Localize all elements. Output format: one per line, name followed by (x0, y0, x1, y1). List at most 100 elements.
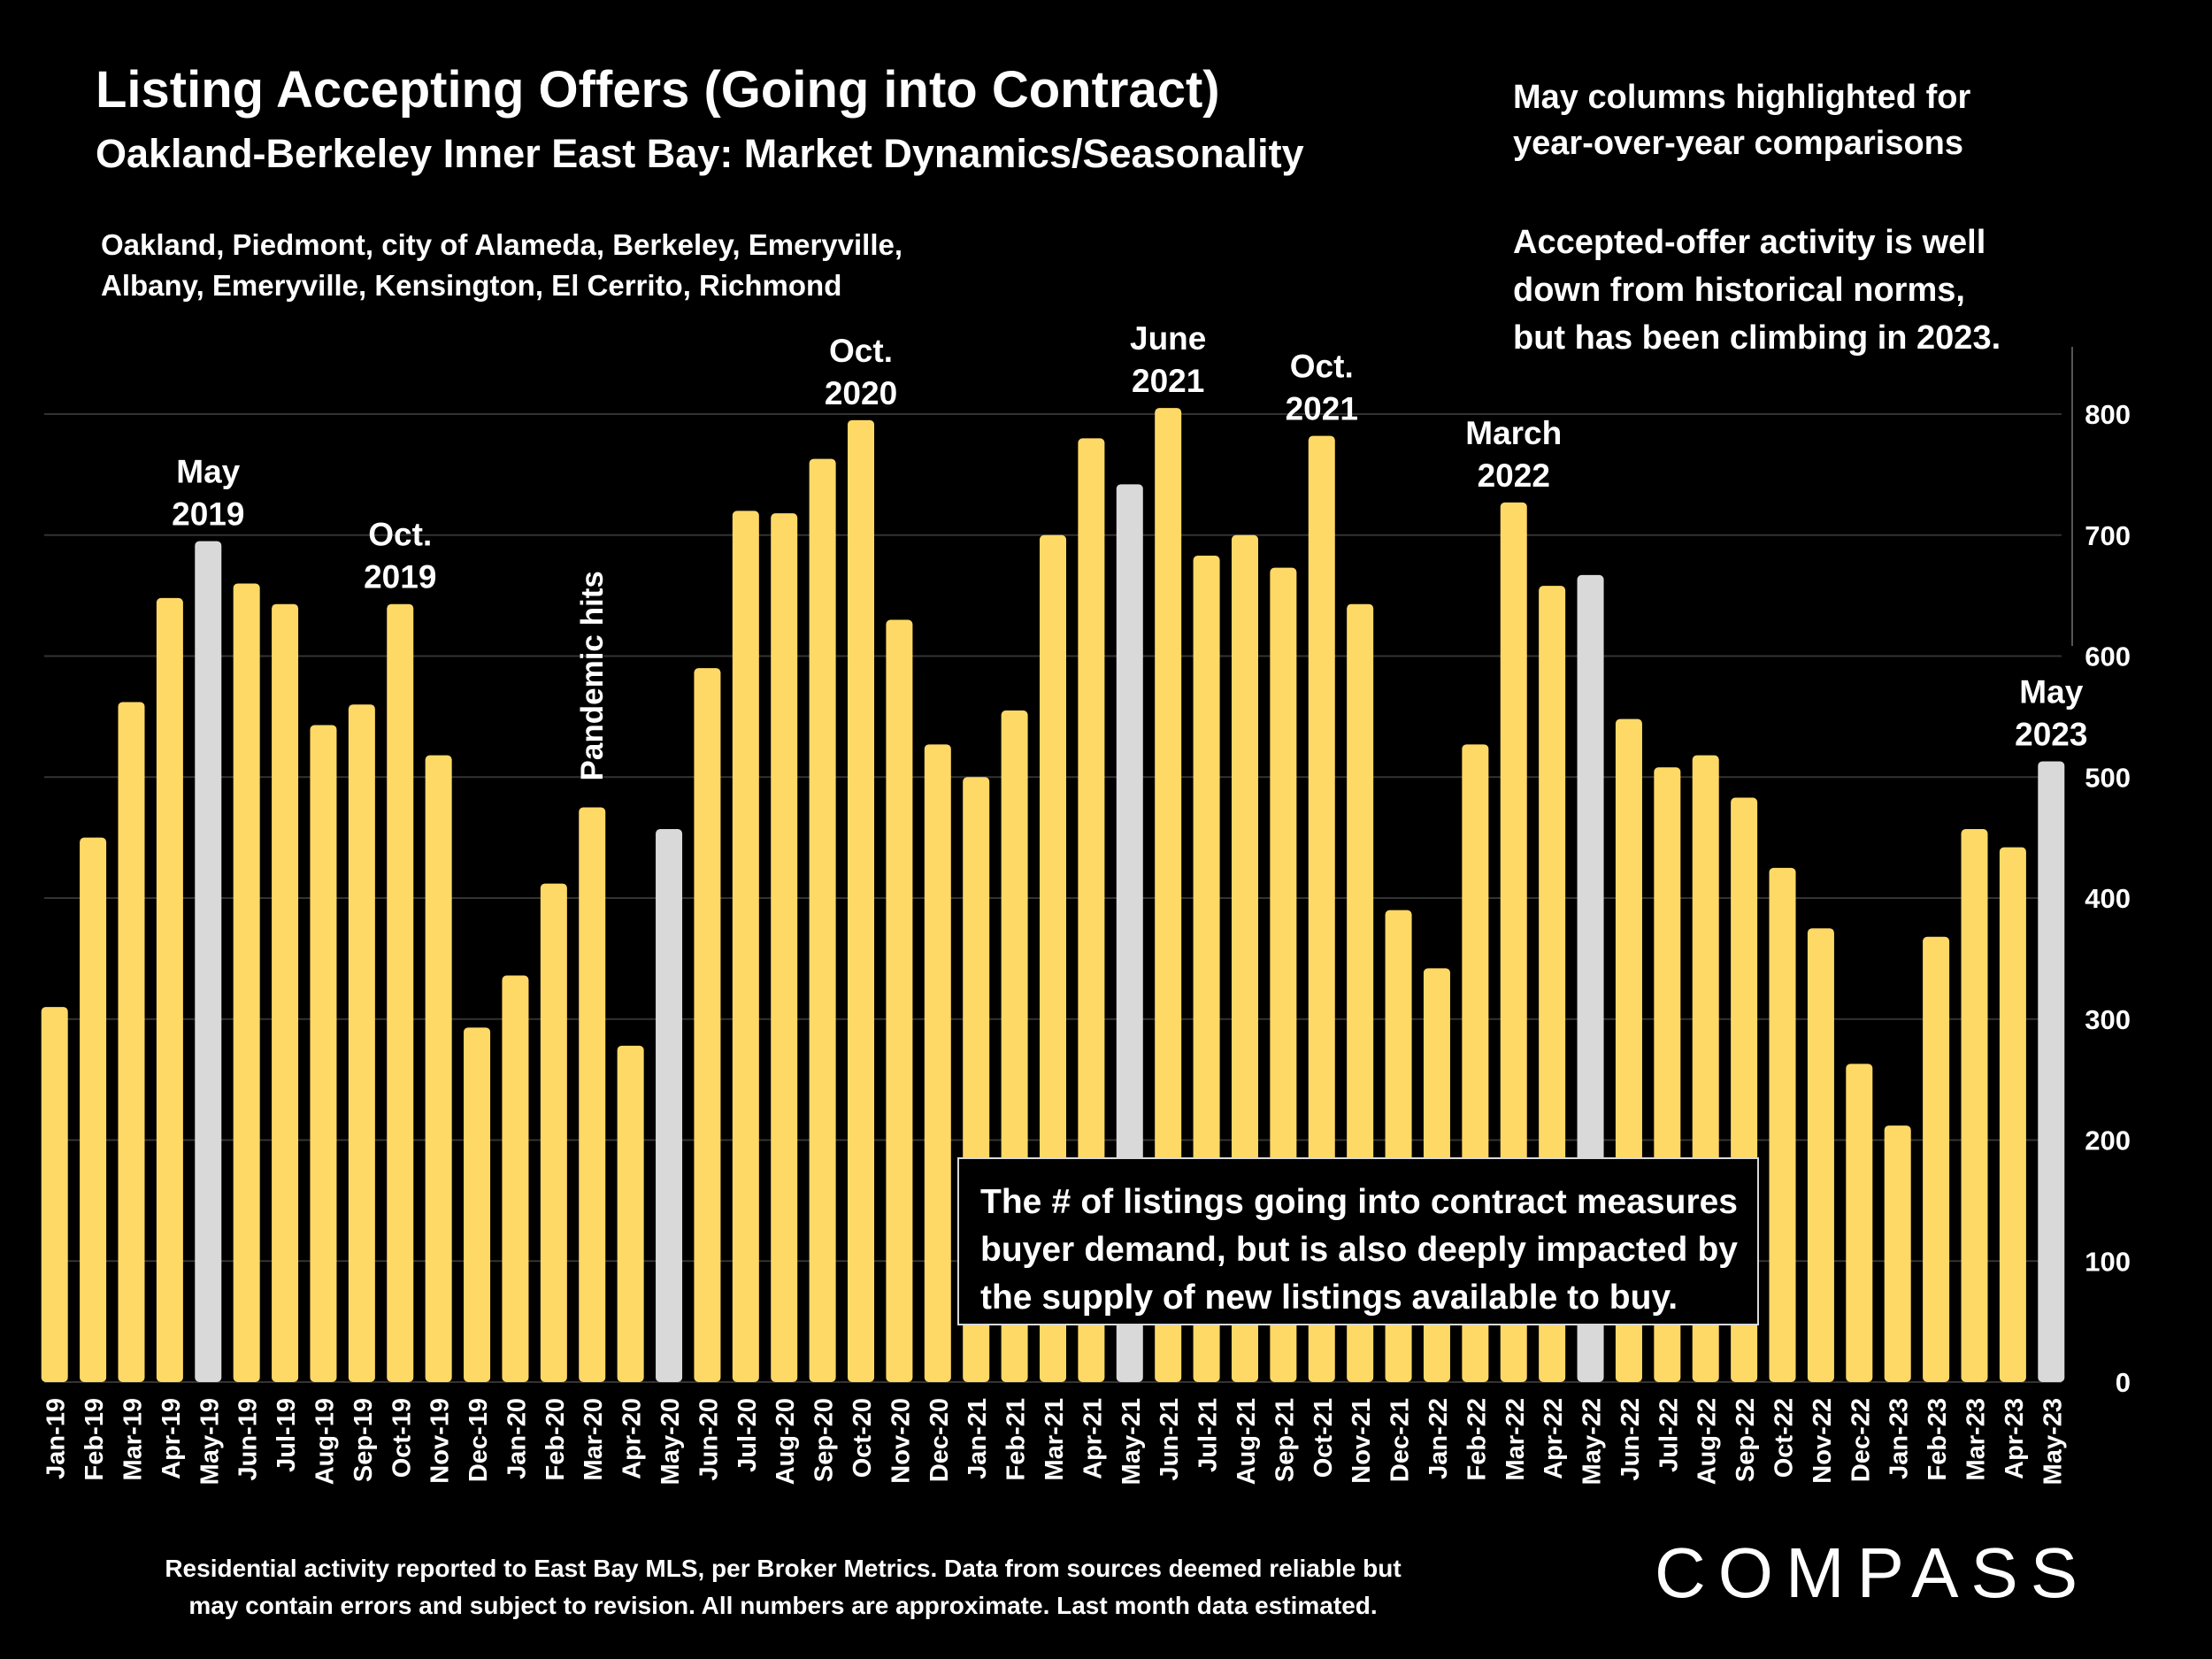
chart-title: Listing Accepting Offers (Going into Con… (96, 61, 1220, 119)
callout-box: The # of listings going into contract me… (957, 1157, 1759, 1325)
annotation-label: 2021 (1286, 391, 1358, 427)
annotation-label: May (176, 454, 240, 490)
bar-Oct-20 (848, 419, 875, 1382)
x-tick-label: Mar-19 (119, 1398, 147, 1481)
bar-Nov-22 (1807, 928, 1834, 1382)
annotation-label: 2021 (1132, 363, 1204, 399)
annotation-label: 2023 (2015, 716, 2087, 752)
x-tick-label: Jan-22 (1425, 1398, 1453, 1479)
bar-Sep-19 (348, 704, 375, 1382)
annotation-label: Oct. (829, 333, 893, 369)
x-tick-label: Dec-20 (926, 1398, 954, 1482)
x-tick-label: Jun-20 (695, 1398, 723, 1480)
bar-Apr-21 (1078, 438, 1105, 1383)
chart-subtitle: Oakland-Berkeley Inner East Bay: Market … (96, 131, 1304, 176)
bar-Apr-23 (1999, 847, 2026, 1382)
source-footnote: Residential activity reported to East Ba… (133, 1550, 1433, 1624)
annotation-label: Pandemic hits (575, 571, 610, 780)
bar-Dec-22 (1846, 1064, 1873, 1382)
x-tick-label: Aug-20 (772, 1398, 800, 1485)
x-tick-label: Jan-20 (503, 1398, 531, 1479)
side-note-2-line-2: down from historical norms, (1513, 272, 1965, 309)
bar-Jun-20 (694, 668, 721, 1382)
x-tick-label: Aug-19 (311, 1398, 339, 1485)
annotation-label: Oct. (1290, 349, 1354, 385)
y-tick-label: 600 (2085, 641, 2131, 672)
y-tick-label: 500 (2085, 762, 2131, 793)
x-tick-labels: Jan-19 Feb-19 Mar-19 Apr-19 May-19 Jun-19 Jul-… (42, 1398, 2068, 1485)
x-tick-label: Dec-19 (465, 1398, 493, 1482)
x-tick-label: Oct-22 (1770, 1398, 1799, 1478)
x-tick-label: Apr-22 (1540, 1398, 1568, 1479)
x-tick-label: May-22 (1578, 1398, 1607, 1485)
bar-Feb-20 (540, 883, 567, 1382)
y-tick-label: 800 (2085, 399, 2131, 430)
bar-Jun-21 (1155, 408, 1182, 1383)
x-tick-label: Oct-21 (1310, 1398, 1338, 1478)
x-tick-label: Sep-22 (1732, 1398, 1760, 1482)
x-tick-label: Apr-21 (1079, 1398, 1107, 1479)
bar-Jul-19 (272, 603, 299, 1382)
x-tick-label: Aug-21 (1233, 1398, 1261, 1485)
annotation-label: March (1465, 415, 1562, 451)
side-note-2-line-1: Accepted-offer activity is well (1513, 224, 1986, 261)
y-tick-label: 100 (2085, 1246, 2131, 1277)
bar-Mar-19 (118, 702, 145, 1382)
x-tick-label: Jul-20 (733, 1398, 762, 1472)
annotation-label: 2019 (172, 496, 244, 533)
x-tick-label: Feb-23 (1924, 1398, 1952, 1480)
bar-Nov-19 (425, 755, 452, 1382)
x-tick-label: Oct-20 (849, 1398, 877, 1478)
x-tick-label: Jul-22 (1655, 1398, 1683, 1472)
x-tick-label: Oct-19 (388, 1398, 416, 1478)
bar-Aug-19 (310, 725, 337, 1382)
x-tick-label: Jun-19 (234, 1398, 263, 1480)
x-tick-label: Jul-19 (273, 1398, 301, 1472)
x-tick-label: Feb-21 (1002, 1398, 1031, 1480)
footnote-line-1: Residential activity reported to East Ba… (165, 1555, 1402, 1582)
x-tick-label: Nov-20 (887, 1398, 915, 1484)
side-note-1-line-2: year-over-year comparisons (1513, 125, 1964, 162)
bar-Oct-22 (1769, 867, 1796, 1382)
x-tick-label: Jan-23 (1886, 1398, 1914, 1479)
bar-Jan-23 (1884, 1125, 1911, 1382)
x-tick-label: May-19 (196, 1398, 224, 1485)
coverage-line-1: Oakland, Piedmont, city of Alameda, Berk… (101, 228, 903, 261)
bar-Mar-20 (579, 807, 606, 1382)
x-tick-label: Jun-21 (1156, 1398, 1184, 1480)
x-tick-label: May-21 (1118, 1398, 1146, 1485)
bar-Mar-23 (1961, 829, 1988, 1382)
x-tick-label: Feb-22 (1463, 1398, 1491, 1480)
annotation-label: May (2019, 673, 2083, 710)
bar-Dec-19 (464, 1027, 491, 1382)
x-tick-label: Dec-21 (1386, 1398, 1415, 1482)
y-tick-label: 400 (2085, 883, 2131, 914)
side-note-1-line-1: May columns highlighted for (1513, 79, 1971, 116)
bar-Jul-20 (732, 511, 759, 1382)
footnote-line-2: may contain errors and subject to revisi… (188, 1592, 1378, 1619)
x-tick-label: Nov-21 (1348, 1398, 1376, 1484)
x-tick-label: Sep-21 (1271, 1398, 1299, 1482)
x-tick-label: Jun-22 (1617, 1398, 1645, 1480)
x-tick-label: Aug-22 (1694, 1398, 1722, 1485)
y-tick-label: 300 (2085, 1004, 2131, 1035)
x-tick-label: Apr-20 (618, 1398, 647, 1479)
bar-highlighted-May-19 (195, 541, 222, 1382)
bar-Jan-20 (502, 975, 529, 1382)
x-tick-label: Apr-23 (2001, 1398, 2029, 1479)
y-tick-labels: 0 100 200 300 400 500 600 700 800 (2085, 399, 2131, 1398)
annotation-label: Oct. (368, 517, 432, 553)
bar-Aug-20 (771, 513, 798, 1382)
x-tick-label: Nov-22 (1809, 1398, 1837, 1484)
x-tick-label: Jul-21 (1194, 1398, 1223, 1472)
bar-highlighted-May-20 (656, 829, 683, 1382)
x-tick-label: Mar-21 (1041, 1398, 1069, 1481)
bar-Apr-20 (617, 1045, 644, 1382)
x-tick-label: Mar-20 (580, 1398, 608, 1481)
bar-Apr-19 (156, 597, 183, 1382)
x-tick-label: Mar-23 (1962, 1398, 1991, 1481)
x-tick-label: Feb-19 (81, 1398, 109, 1480)
x-tick-label: May-20 (657, 1398, 685, 1485)
compass-logo: COMPASS (1655, 1533, 2091, 1612)
